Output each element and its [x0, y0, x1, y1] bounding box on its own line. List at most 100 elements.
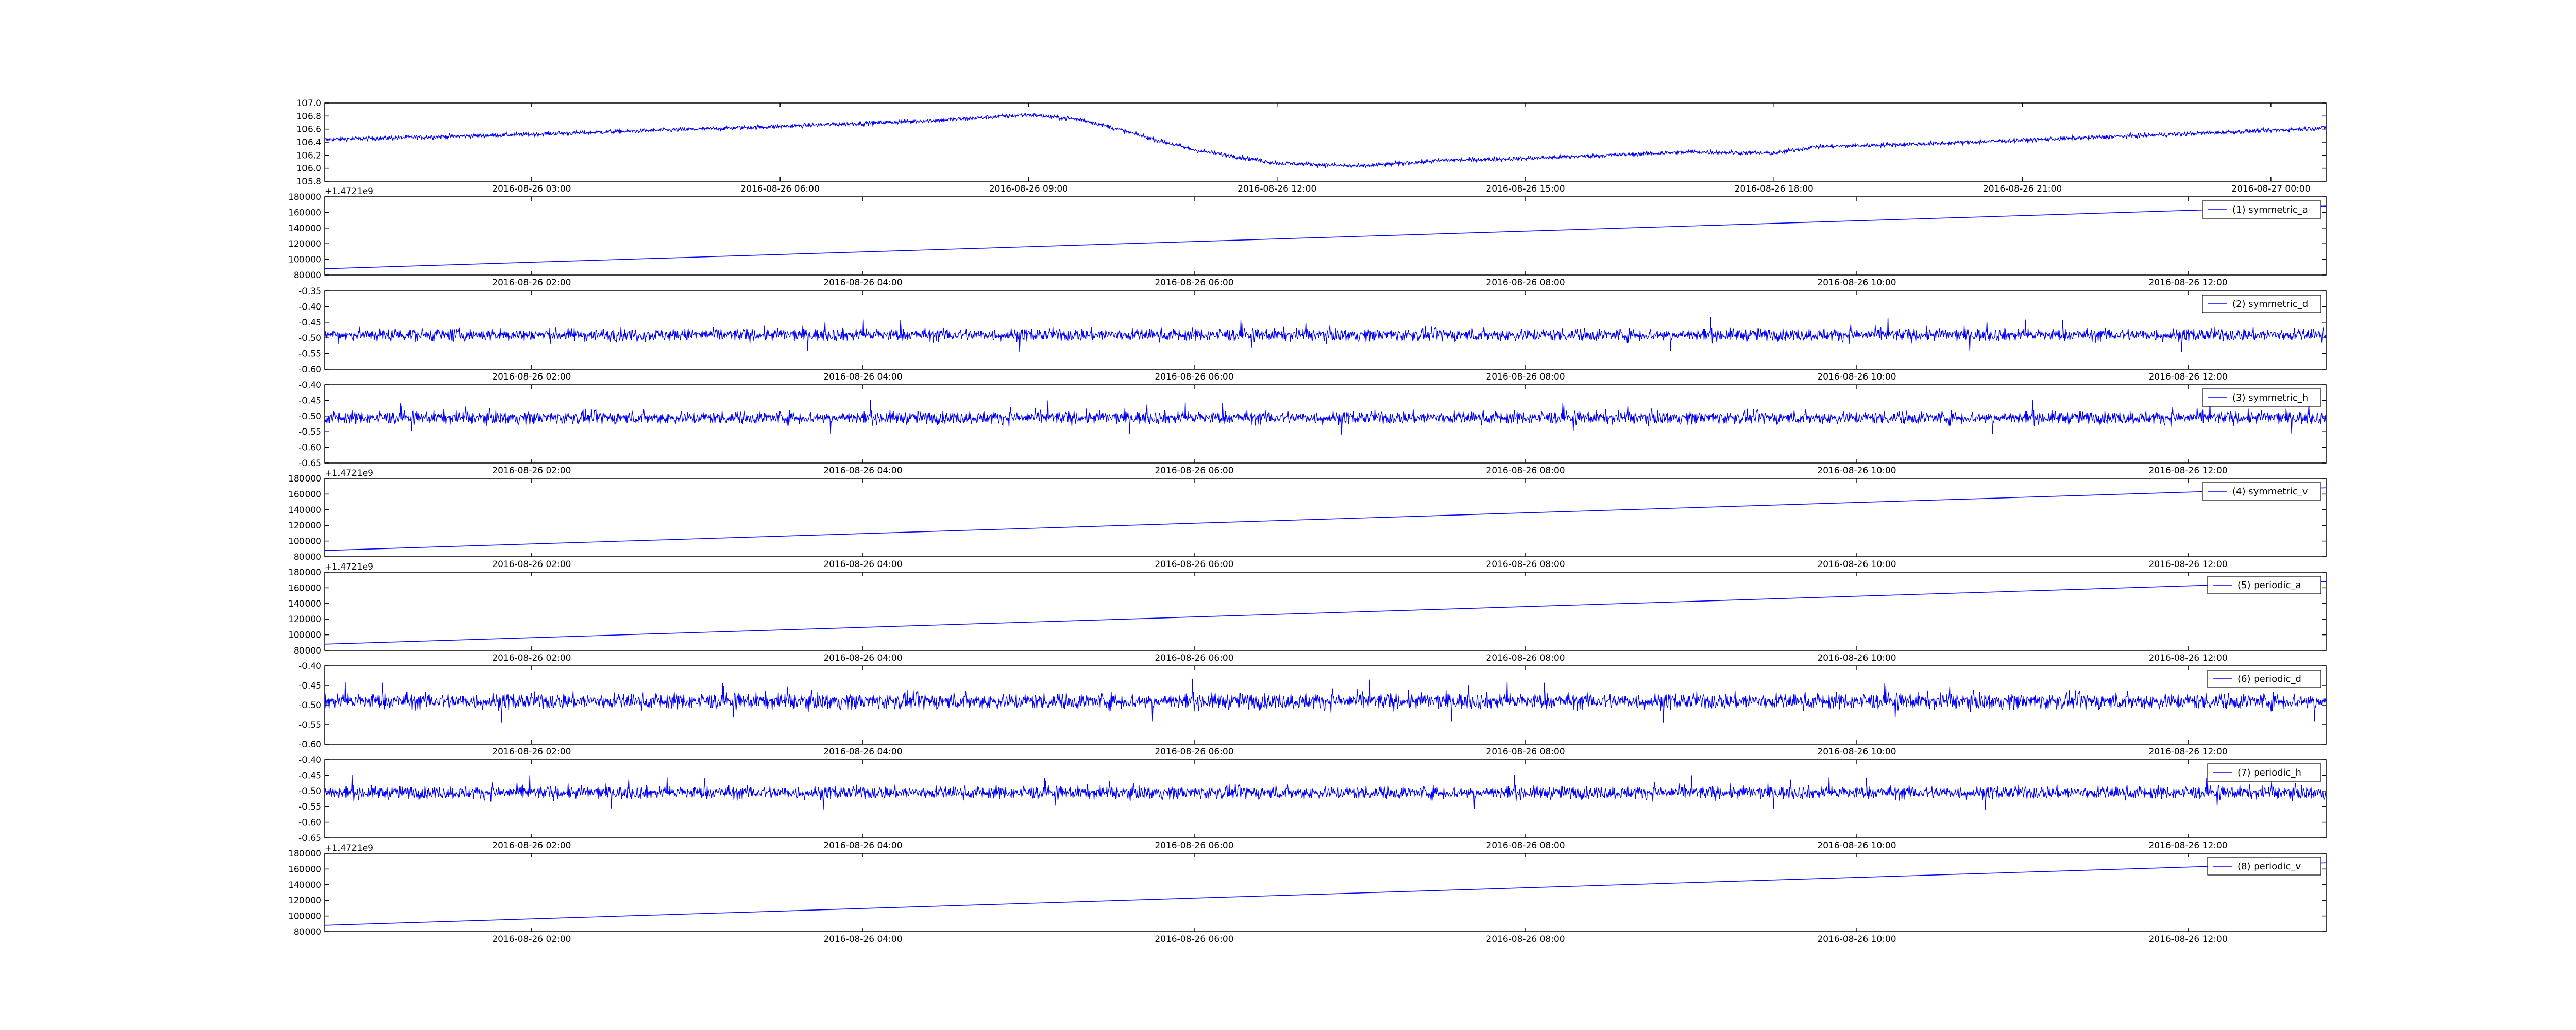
legend-label: (2) symmetric_d — [2232, 299, 2308, 310]
y-tick-label: 80000 — [294, 927, 321, 937]
axes-frame — [324, 384, 2327, 464]
x-tick-label: 2016-08-26 10:00 — [1817, 372, 1896, 382]
axes-frame — [324, 853, 2327, 932]
x-tick-label: 2016-08-26 04:00 — [823, 934, 902, 945]
series-line — [324, 487, 2327, 551]
series-line — [324, 317, 2327, 352]
x-tick-label: 2016-08-27 00:00 — [2231, 184, 2310, 194]
x-tick-label: 2016-08-26 08:00 — [1486, 559, 1565, 570]
x-tick-label: 2016-08-26 08:00 — [1486, 466, 1565, 476]
series-line — [324, 581, 2327, 645]
y-tick-label: -0.65 — [299, 833, 321, 844]
axes-frame — [324, 572, 2327, 651]
y-tick-label: -0.55 — [299, 720, 321, 730]
x-tick-label: 2016-08-26 08:00 — [1486, 840, 1565, 851]
subplot-3: -0.65 -0.60 -0.55 -0.50 -0.45 -0.40 2016-08-26… — [299, 380, 2327, 476]
axes-frame — [324, 290, 2327, 370]
series-line — [324, 862, 2327, 926]
x-tick-label: 2016-08-26 12:00 — [2148, 934, 2227, 945]
series-line — [324, 113, 2327, 169]
x-tick-label: 2016-08-26 08:00 — [1486, 278, 1565, 288]
subplot-6: -0.60 -0.55 -0.50 -0.45 -0.40 2016-08-26 02:0… — [299, 661, 2327, 757]
y-tick-label: 140000 — [288, 880, 321, 890]
y-tick-label: -0.50 — [299, 333, 321, 344]
y-tick-label: 106.0 — [296, 164, 321, 174]
x-tick-label: 2016-08-26 02:00 — [492, 934, 571, 945]
x-tick-label: 2016-08-26 06:00 — [741, 184, 820, 194]
axes-frame — [324, 759, 2327, 838]
y-tick-label: 80000 — [294, 552, 321, 562]
x-tick-label: 2016-08-26 10:00 — [1817, 653, 1896, 663]
legend-label: (1) symmetric_a — [2232, 204, 2308, 215]
y-tick-label: 160000 — [288, 489, 321, 500]
y-tick-label: 160000 — [288, 583, 321, 593]
y-tick-label: -0.35 — [299, 286, 321, 297]
y-tick-label: 140000 — [288, 599, 321, 609]
x-tick-label: 2016-08-26 06:00 — [1155, 653, 1233, 663]
x-tick-label: 2016-08-26 08:00 — [1486, 934, 1565, 945]
y-tick-label: 180000 — [288, 849, 321, 859]
subplot-stack: 105.8 106.0 106.2 106.4 106.6 106.8 107.0 2016-… — [288, 98, 2327, 945]
y-tick-label: 180000 — [288, 474, 321, 484]
y-tick-label: -0.50 — [299, 700, 321, 711]
axes-frame — [324, 478, 2327, 557]
y-tick-label: 105.8 — [296, 177, 321, 187]
axes-frame — [324, 102, 2327, 182]
x-tick-label: 2016-08-26 08:00 — [1486, 653, 1565, 663]
x-tick-label: 2016-08-26 10:00 — [1817, 840, 1896, 851]
y-offset-label: +1.4721e9 — [325, 186, 374, 197]
x-tick-label: 2016-08-26 12:00 — [2148, 278, 2227, 288]
x-tick-label: 2016-08-26 02:00 — [492, 840, 571, 851]
y-tick-label: 180000 — [288, 568, 321, 578]
x-tick-label: 2016-08-26 04:00 — [823, 278, 902, 288]
x-tick-label: 2016-08-26 10:00 — [1817, 466, 1896, 476]
x-tick-label: 2016-08-26 09:00 — [989, 184, 1068, 194]
y-tick-label: 80000 — [294, 270, 321, 281]
y-tick-label: -0.60 — [299, 740, 321, 750]
x-tick-label: 2016-08-26 12:00 — [2148, 840, 2227, 851]
y-offset-label: +1.4721e9 — [325, 562, 374, 572]
x-tick-label: 2016-08-26 12:00 — [2148, 747, 2227, 757]
x-tick-label: 2016-08-26 02:00 — [492, 747, 571, 757]
y-tick-label: 80000 — [294, 646, 321, 656]
y-tick-label: -0.45 — [299, 770, 321, 781]
x-tick-label: 2016-08-26 08:00 — [1486, 372, 1565, 382]
subplot-5: 80000 100000 120000 140000 160000 180000 2016-… — [288, 562, 2327, 663]
y-offset-label: +1.4721e9 — [325, 468, 374, 478]
legend-label: (5) periodic_a — [2238, 580, 2301, 591]
x-tick-label: 2016-08-26 06:00 — [1155, 372, 1233, 382]
axes-frame — [324, 196, 2327, 276]
y-tick-label: -0.40 — [299, 302, 321, 312]
y-tick-label: 100000 — [288, 912, 321, 922]
y-tick-label: 160000 — [288, 864, 321, 874]
x-tick-label: 2016-08-26 06:00 — [1155, 559, 1233, 570]
x-tick-label: 2016-08-26 02:00 — [492, 466, 571, 476]
y-tick-label: 106.6 — [296, 125, 321, 135]
x-tick-label: 2016-08-26 02:00 — [492, 372, 571, 382]
x-tick-label: 2016-08-26 04:00 — [823, 747, 902, 757]
y-tick-label: 140000 — [288, 505, 321, 516]
legend-label: (7) periodic_h — [2238, 767, 2301, 778]
y-tick-label: -0.45 — [299, 396, 321, 406]
x-tick-label: 2016-08-26 06:00 — [1155, 934, 1233, 945]
y-tick-label: 107.0 — [296, 98, 321, 109]
y-tick-label: -0.50 — [299, 786, 321, 797]
y-tick-label: 180000 — [288, 192, 321, 202]
y-tick-label: 120000 — [288, 896, 321, 906]
subplot-7: -0.65 -0.60 -0.55 -0.50 -0.45 -0.40 2016-08-26… — [299, 755, 2327, 851]
subplot-2: -0.60 -0.55 -0.50 -0.45 -0.40 -0.35 2016-08-26… — [299, 286, 2327, 382]
y-tick-label: 140000 — [288, 224, 321, 234]
legend-label: (3) symmetric_h — [2232, 392, 2308, 403]
x-tick-label: 2016-08-26 18:00 — [1735, 184, 1814, 194]
y-tick-label: 106.8 — [296, 111, 321, 122]
y-tick-label: 120000 — [288, 239, 321, 249]
x-tick-label: 2016-08-26 06:00 — [1155, 278, 1233, 288]
x-tick-label: 2016-08-26 10:00 — [1817, 934, 1896, 945]
y-tick-label: -0.65 — [299, 458, 321, 469]
y-tick-label: -0.60 — [299, 818, 321, 828]
y-tick-label: -0.55 — [299, 802, 321, 812]
x-tick-label: 2016-08-26 12:00 — [2148, 466, 2227, 476]
y-tick-label: 106.4 — [296, 138, 321, 148]
